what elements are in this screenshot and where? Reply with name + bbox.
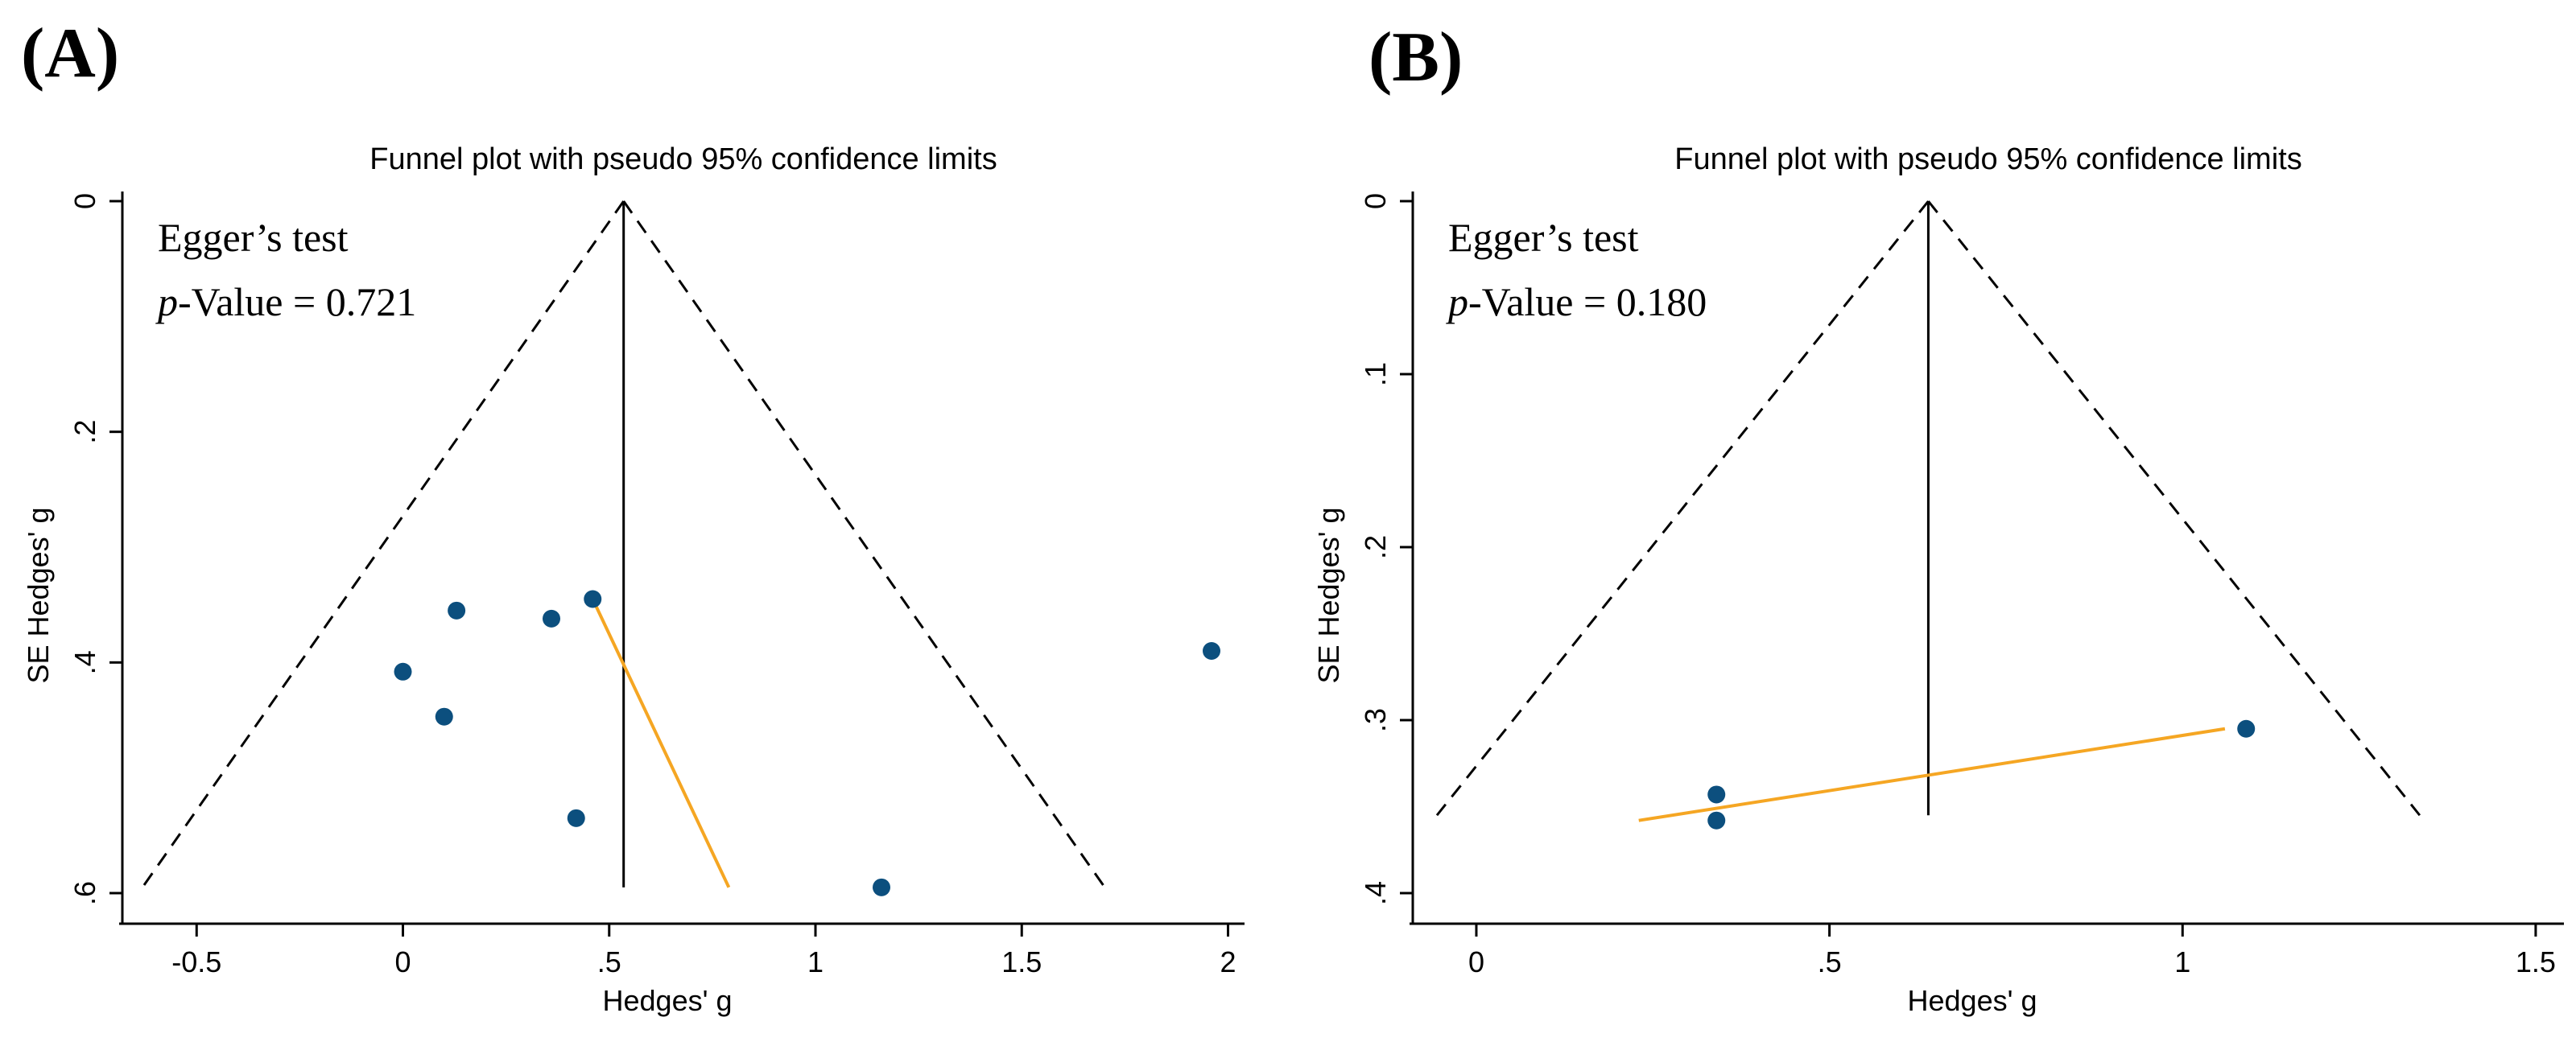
x-tick-label: 0 [1468, 945, 1484, 978]
data-point [2237, 719, 2256, 738]
x-tick-label: 1 [2174, 945, 2190, 978]
y-axis-title: SE Hedges' g [22, 507, 55, 683]
data-point [567, 809, 585, 827]
y-tick-label: .2 [1359, 535, 1392, 559]
egger-p-value: p-Value = 0.721 [155, 279, 416, 324]
data-point [873, 878, 890, 896]
egger-test-label: Egger’s test [1448, 215, 1639, 260]
chart-title: Funnel plot with pseudo 95% confidence l… [369, 142, 997, 176]
x-tick-label: .5 [597, 945, 621, 978]
ci-lower-line [141, 200, 625, 888]
ci-upper-line [622, 200, 1106, 888]
y-tick-label: 0 [1359, 193, 1392, 209]
x-tick-label: 0 [394, 945, 411, 978]
x-tick-label: 1 [807, 945, 824, 978]
egger-test-label: Egger’s test [158, 215, 349, 260]
panel-b: (B) Funnel plot with pseudo 95% confidenc… [1312, 19, 2564, 1017]
egger-regression-line [591, 598, 731, 888]
data-point [543, 609, 560, 628]
x-tick-label: -0.5 [171, 945, 221, 978]
x-tick-label: .5 [1818, 945, 1842, 978]
y-tick-label: .3 [1359, 708, 1392, 732]
y-tick-label: .6 [68, 881, 101, 905]
p-value-text: -Value = 0.721 [178, 279, 416, 324]
data-point [448, 601, 466, 620]
data-point [1707, 785, 1726, 804]
p-symbol: p [1446, 279, 1468, 324]
x-tick-label: 2 [1220, 945, 1236, 978]
data-point [394, 662, 412, 681]
data-point [584, 590, 602, 608]
chart-title: Funnel plot with pseudo 95% confidence l… [1674, 142, 2301, 176]
p-symbol: p [155, 279, 178, 324]
x-axis-title: Hedges' g [603, 984, 733, 1017]
panel-a: (A) Funnel plot with pseudo 95% confidenc… [21, 14, 1245, 1017]
y-tick-label: .1 [1359, 362, 1392, 386]
egger-p-value: p-Value = 0.180 [1446, 279, 1707, 324]
data-point [1203, 642, 1220, 660]
x-axis-title: Hedges' g [1908, 984, 2037, 1017]
data-point [1707, 811, 1726, 830]
y-tick-label: .4 [1359, 881, 1392, 905]
x-tick-label: 1.5 [1001, 945, 1042, 978]
ci-upper-line [1927, 200, 2421, 817]
egger-regression-line [1638, 727, 2226, 822]
y-tick-label: .4 [68, 650, 101, 674]
p-value-text: -Value = 0.180 [1468, 279, 1707, 324]
data-point [435, 707, 453, 726]
y-axis-title: SE Hedges' g [1312, 507, 1345, 683]
panel-label: (B) [1368, 19, 1463, 97]
ci-lower-line [1435, 200, 1930, 817]
x-tick-label: 1.5 [2516, 945, 2556, 978]
y-tick-label: 0 [68, 193, 101, 209]
panel-label: (A) [21, 14, 119, 93]
y-tick-label: .2 [68, 420, 101, 444]
